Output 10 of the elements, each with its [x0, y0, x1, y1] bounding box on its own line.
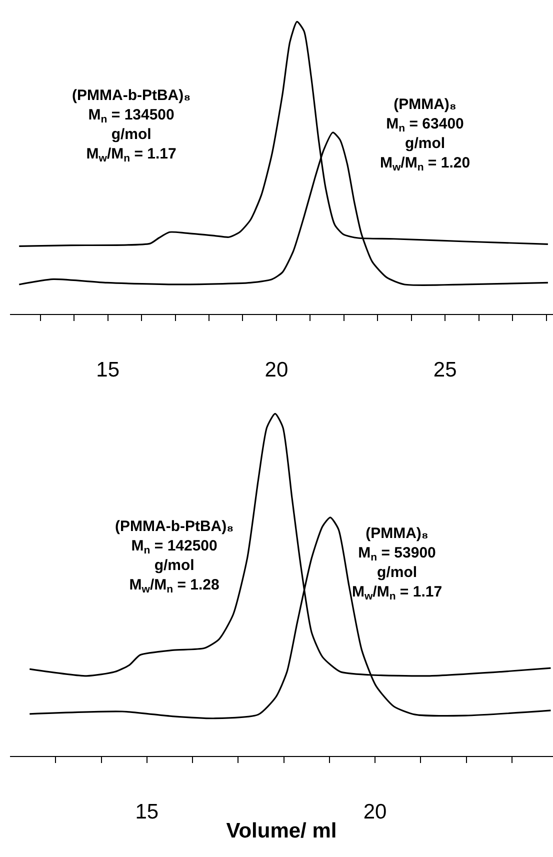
x-tick-label: 20 [264, 358, 288, 382]
x-tick-label: 20 [363, 800, 387, 824]
text: (PMMA)₈ M$_{n}$ = 53900 g/mol M$_{w}$/M$_{n}$ = 1.17 [352, 525, 442, 603]
x-tick-label: 15 [135, 800, 159, 824]
text: (PMMA)₈ M$_{n}$ = 63400 g/mol M$_{w}$/M$_{n}$ = 1.20 [380, 96, 470, 174]
x-axis-title: Volume/ ml [226, 820, 337, 842]
text: (PMMA-b-PtBA)₈ M$_{n}$ = 142500 g/mol M$_{w}$/M$_{n}$ = 1.28 [115, 518, 234, 596]
x-tick-label: 15 [96, 358, 120, 382]
text: (PMMA-b-PtBA)₈ M$_{n}$ = 134500 g/mol M$_{w}$/M$_{n}$ = 1.17 [72, 87, 191, 165]
x-tick-label: 25 [433, 358, 457, 382]
